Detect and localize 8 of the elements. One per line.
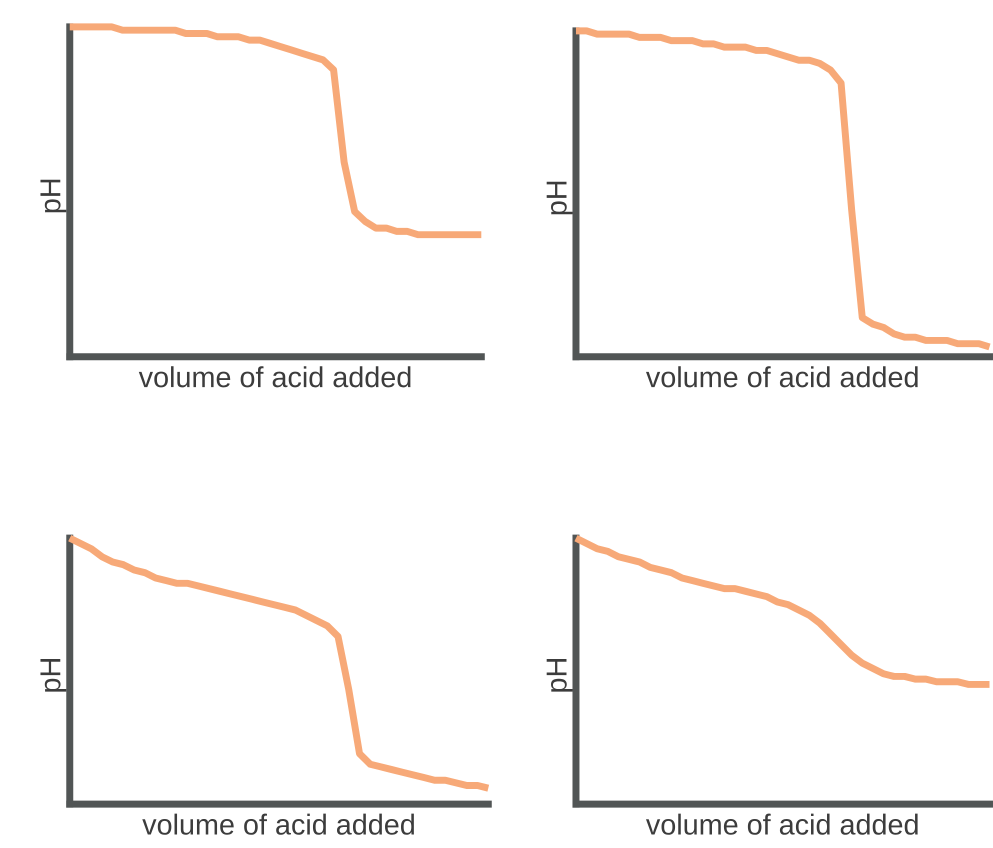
y-axis-title: pH: [546, 182, 572, 214]
x-axis-title: volume of acid added: [138, 366, 410, 388]
x-axis-title: volume of acid added: [646, 366, 918, 388]
x-axis-title: volume of acid added: [142, 814, 414, 835]
y-axis-title: pH: [40, 659, 66, 692]
y-axis-title: pH: [546, 659, 572, 692]
y-axis-title: pH: [40, 180, 66, 212]
x-axis-title: volume of acid added: [646, 814, 918, 835]
